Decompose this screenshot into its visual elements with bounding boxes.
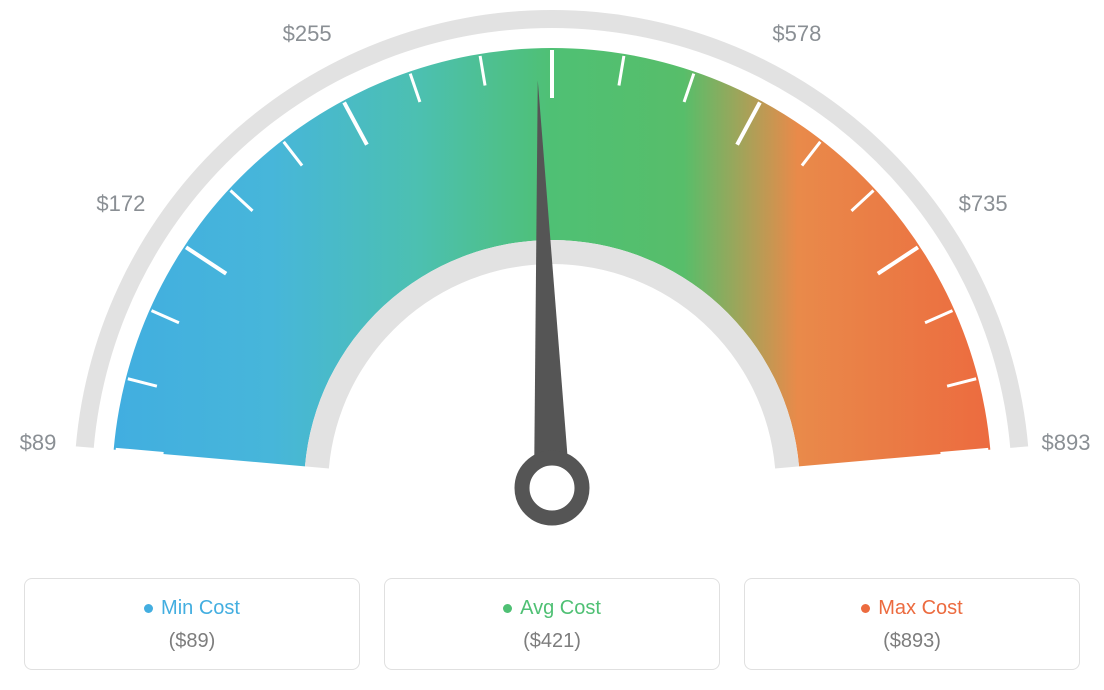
gauge-area: $89$172$255$421$578$735$893 [0,0,1104,560]
gauge-tick-label: $893 [1042,430,1091,456]
gauge-tick-label: $172 [96,191,145,217]
legend-card-max: Max Cost ($893) [744,578,1080,670]
gauge-tick-label: $89 [20,430,57,456]
legend-dot-max [861,604,870,613]
legend-dot-min [144,604,153,613]
legend-title-avg: Avg Cost [503,597,601,620]
gauge-tick-label: $255 [283,21,332,47]
legend-row: Min Cost ($89) Avg Cost ($421) Max Cost … [0,578,1104,670]
legend-value-min: ($89) [25,630,359,653]
legend-title-min: Min Cost [144,597,240,620]
legend-card-avg: Avg Cost ($421) [384,578,720,670]
legend-value-avg: ($421) [385,630,719,653]
gauge-tick-label: $735 [959,191,1008,217]
legend-dot-avg [503,604,512,613]
legend-value-max: ($893) [745,630,1079,653]
legend-label-min: Min Cost [161,597,240,620]
legend-label-avg: Avg Cost [520,597,601,620]
gauge-svg [0,0,1104,560]
legend-card-min: Min Cost ($89) [24,578,360,670]
legend-label-max: Max Cost [878,597,962,620]
legend-title-max: Max Cost [861,597,962,620]
gauge-needle-hub [522,458,582,518]
chart-container: $89$172$255$421$578$735$893 Min Cost ($8… [0,0,1104,690]
gauge-tick-label: $578 [772,21,821,47]
